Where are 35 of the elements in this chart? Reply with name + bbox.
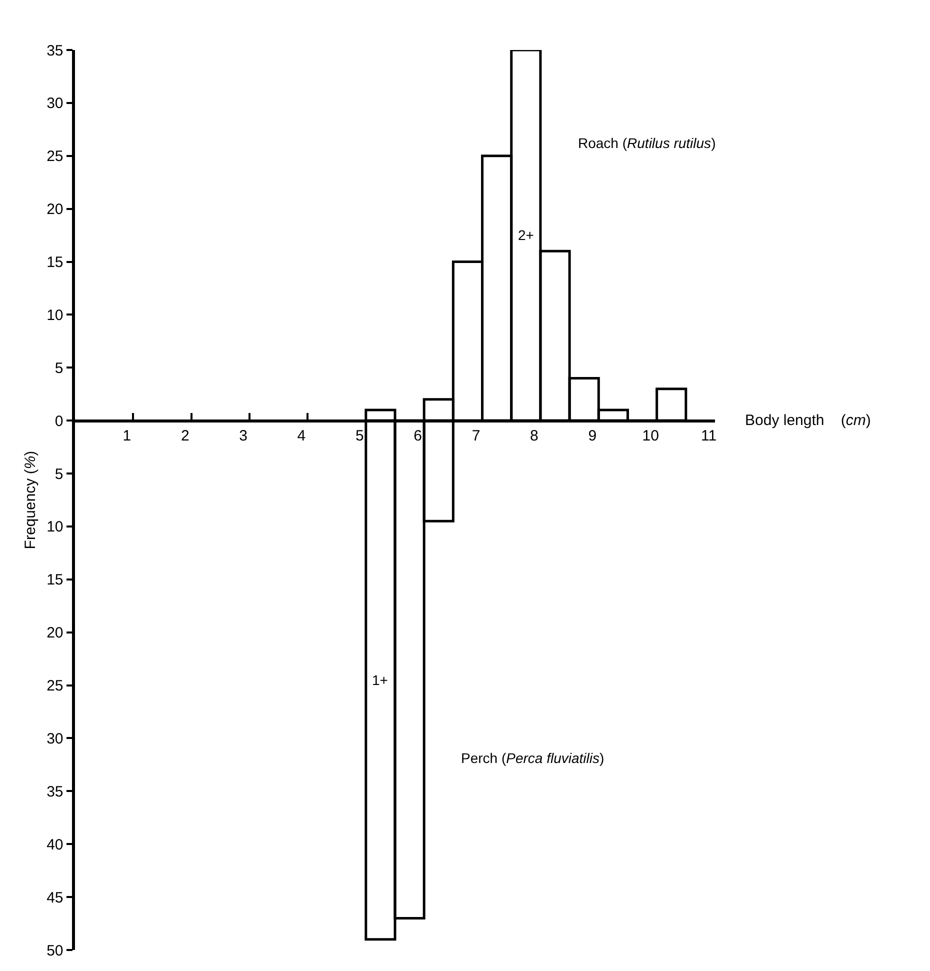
- text: Perch (Perca fluviatilis): [461, 750, 604, 766]
- x-tick-label: 3: [239, 427, 260, 444]
- x-tick-label: 10: [642, 427, 672, 444]
- y-tick-label: 35: [46, 783, 64, 800]
- x-tick-label: 11: [700, 427, 730, 444]
- y-tick-label: 0: [54, 412, 64, 430]
- y-tick-label: 20: [46, 624, 64, 642]
- y-tick-label: 25: [46, 148, 64, 166]
- y-tick-label: 15: [46, 254, 64, 272]
- y-axis-title: Frequency (%): [22, 450, 39, 550]
- y-tick-label: 30: [46, 95, 64, 112]
- x-tick-label: 4: [297, 427, 318, 444]
- y-tick-label: 45: [46, 889, 64, 906]
- x-tick-label: 5: [355, 427, 376, 444]
- y-tick-label: 10: [46, 306, 64, 324]
- y-tick-label: 20: [46, 201, 64, 218]
- annotation: 1+: [372, 672, 388, 688]
- y-tick-label: 15: [46, 572, 64, 589]
- x-tick-label: 8: [530, 427, 551, 444]
- x-tick-label: 9: [588, 427, 610, 444]
- y-tick-label: 30: [46, 730, 64, 748]
- y-tick-label: 5: [54, 466, 64, 483]
- y-tick-label: 5: [54, 360, 64, 377]
- x-tick-label: 1: [122, 427, 144, 444]
- x-tick-label: 6: [414, 427, 435, 444]
- x-axis-title: Body length (cm): [745, 412, 871, 429]
- y-tick-label: 40: [46, 836, 64, 854]
- x-tick-label: 7: [472, 427, 493, 444]
- y-tick-label: 10: [46, 518, 64, 536]
- y-tick-label: 35: [46, 42, 64, 60]
- y-tick-label: 25: [46, 678, 64, 695]
- annotation: 2+: [518, 227, 534, 243]
- x-tick-label: 2: [180, 427, 202, 444]
- y-tick-label: 50: [46, 942, 64, 960]
- text: Roach (Rutilus rutilus): [578, 135, 716, 151]
